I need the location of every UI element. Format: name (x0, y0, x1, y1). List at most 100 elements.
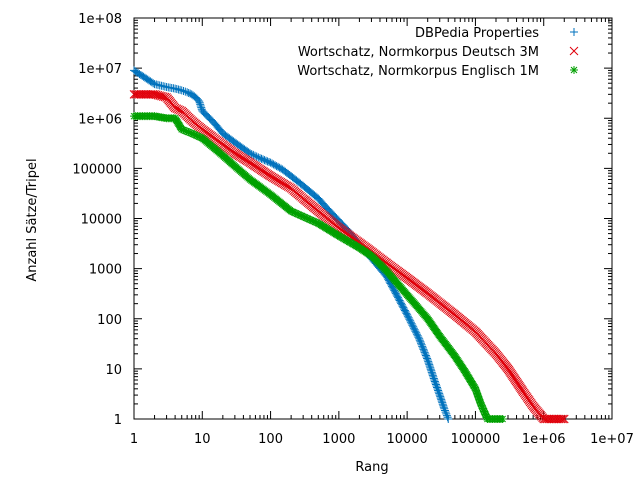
x-tick-label: 10000 (386, 432, 427, 447)
data-point (441, 408, 450, 417)
data-point (482, 411, 491, 420)
legend-label: DBPedia Properties (415, 26, 539, 41)
y-tick-label: 10000 (81, 213, 122, 228)
data-point (311, 192, 320, 201)
data-point (443, 413, 452, 422)
data-point (302, 213, 311, 222)
data-point (496, 415, 505, 423)
data-point (294, 210, 303, 219)
data-point (474, 392, 483, 401)
data-point (558, 414, 567, 424)
data-point (155, 91, 165, 101)
data-point (306, 215, 315, 224)
data-point (190, 130, 199, 139)
data-point (293, 209, 302, 218)
data-point (195, 98, 204, 107)
data-point (179, 86, 188, 95)
data-point (303, 214, 312, 223)
data-point (285, 206, 294, 215)
data-point (151, 90, 161, 100)
data-point (440, 406, 449, 415)
data-point (284, 169, 293, 178)
data-point (546, 414, 555, 424)
y-tick-label: 1000 (89, 263, 122, 278)
data-point (556, 414, 566, 424)
data-point (193, 132, 202, 141)
data-point (299, 212, 308, 221)
data-point (263, 157, 272, 166)
data-point (470, 383, 479, 392)
data-point (169, 84, 178, 93)
data-point (434, 388, 443, 397)
data-point (207, 116, 216, 125)
data-point (502, 363, 512, 372)
legend-label: Wortschatz, Normkorpus Englisch 1M (297, 64, 539, 79)
data-point (288, 207, 297, 216)
legend-marker (570, 28, 578, 36)
x-tick-label: 1e+06 (522, 432, 566, 447)
x-tick-label: 100000 (451, 432, 501, 447)
data-series (129, 66, 569, 424)
data-point (322, 203, 331, 212)
data-point (442, 409, 451, 418)
data-point (459, 365, 468, 374)
y-tick-label: 100000 (72, 162, 122, 177)
data-point (478, 402, 487, 411)
data-point (254, 153, 263, 162)
data-point (439, 401, 448, 410)
data-point (429, 372, 438, 381)
data-point (305, 215, 314, 224)
y-tick-label: 1e+06 (78, 112, 122, 127)
data-point (251, 151, 260, 160)
data-point (196, 133, 205, 142)
y-tick-label: 1 (114, 413, 122, 428)
data-point (228, 136, 237, 145)
data-point (275, 163, 284, 172)
data-point (300, 213, 309, 222)
axis-ticks: 1 10 100 1000 10000 100000 1e+06 1e+07 1 10 100 100… (72, 12, 634, 447)
data-point (197, 103, 206, 112)
data-point (444, 415, 453, 423)
data-point (192, 94, 201, 103)
data-point (229, 147, 238, 157)
data-point (195, 132, 204, 141)
y-tick-label: 10 (105, 363, 122, 378)
data-point (479, 405, 488, 414)
data-point (308, 216, 317, 225)
legend-marker (570, 66, 578, 74)
data-point (473, 389, 482, 398)
data-point (189, 130, 198, 139)
data-point (475, 396, 484, 405)
x-axis-label: Rang (355, 460, 388, 475)
data-point (296, 211, 305, 220)
data-point (309, 217, 318, 226)
x-tick-label: 100 (258, 432, 283, 447)
data-point (297, 211, 306, 220)
x-tick-label: 1e+07 (590, 432, 634, 447)
data-point (290, 208, 299, 217)
data-point (554, 414, 564, 424)
data-point (249, 150, 258, 159)
data-point (439, 403, 448, 412)
data-point (181, 87, 190, 96)
data-point (312, 218, 321, 227)
data-point (413, 331, 422, 340)
y-axis-label: Anzahl Sätze/Tripel (25, 158, 40, 281)
data-point (477, 401, 486, 410)
data-point (480, 407, 489, 416)
data-point (196, 102, 205, 111)
y-tick-label: 100 (97, 313, 122, 328)
x-tick-label: 1 (130, 432, 138, 447)
data-point (243, 147, 252, 156)
data-point (186, 128, 195, 137)
data-point (158, 92, 168, 101)
data-point (333, 231, 342, 240)
data-point (442, 411, 451, 420)
data-point (471, 386, 480, 395)
data-point (181, 126, 190, 135)
x-tick-label: 1000 (322, 432, 355, 447)
data-point (169, 114, 178, 123)
data-point (475, 395, 484, 404)
legend: DBPedia Properties Wortschatz, Normkorpus… (297, 26, 579, 79)
